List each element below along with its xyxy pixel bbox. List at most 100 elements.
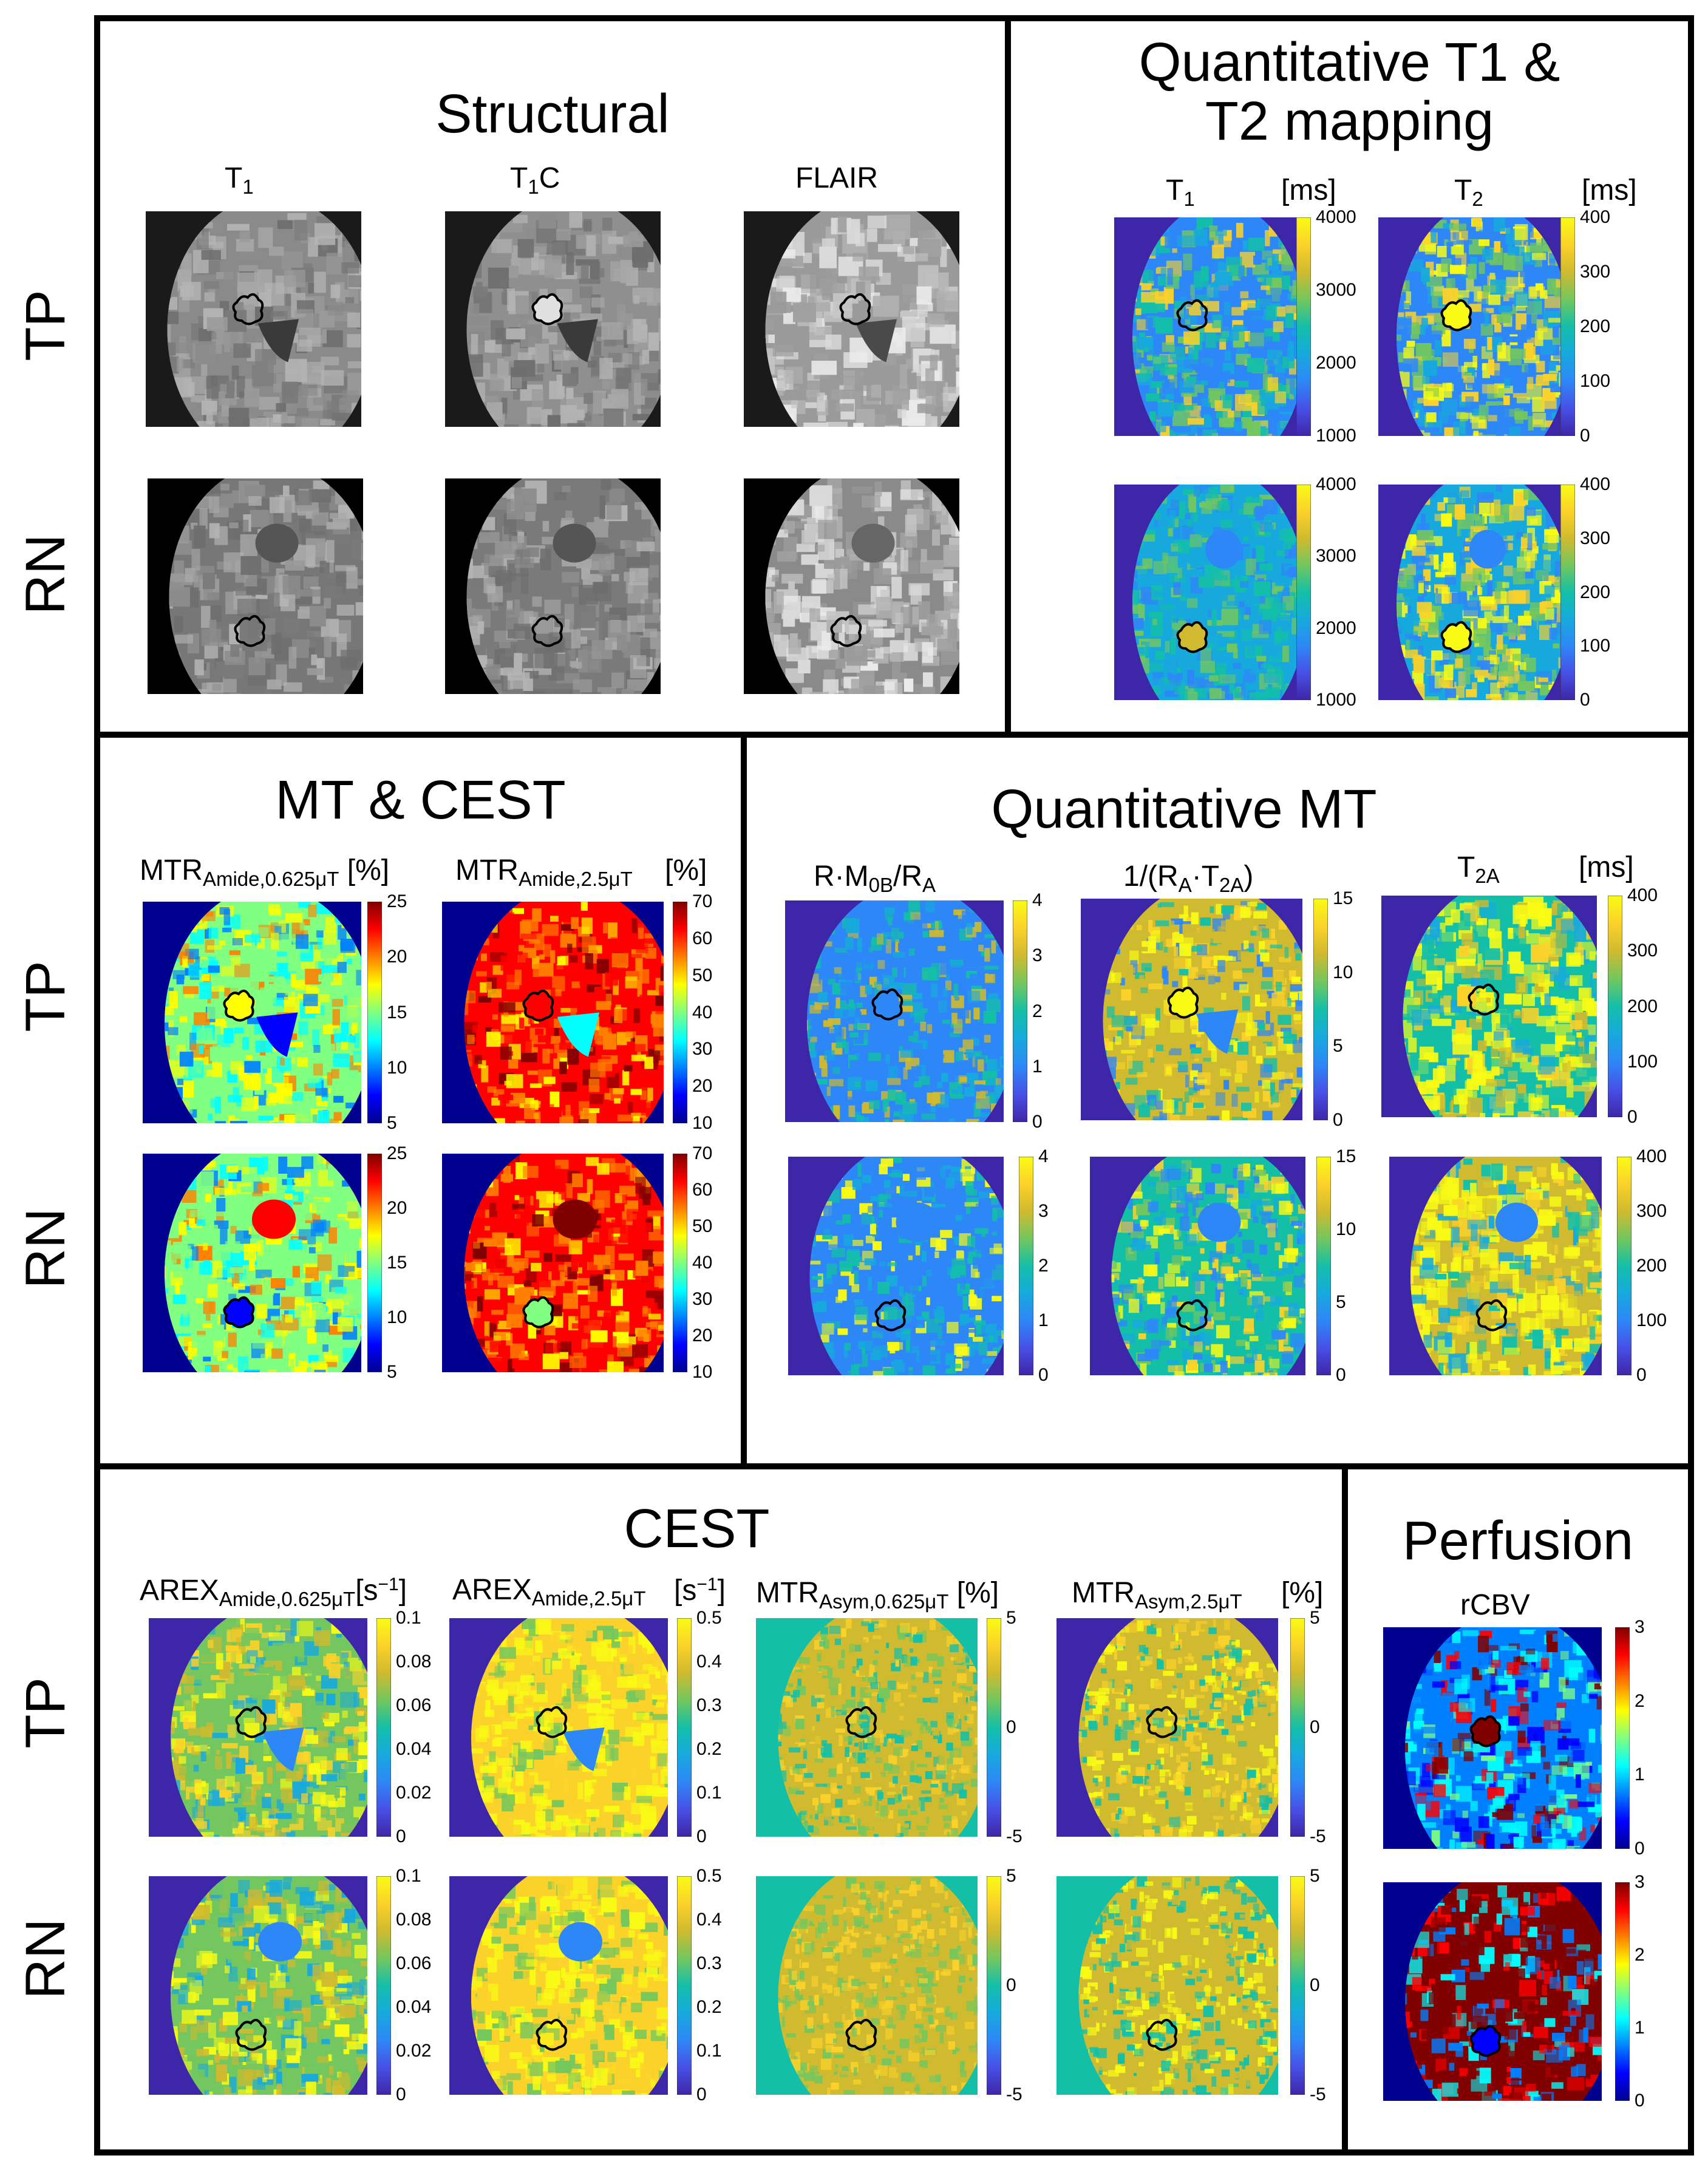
mtcest-b-unit: [%]: [665, 854, 707, 886]
colorbar-tick: 0.1: [696, 2041, 722, 2061]
colorbar-tick: 200: [1627, 996, 1658, 1016]
colorbar-tick: 0: [396, 1826, 406, 1846]
colorbar-tick: 2: [1635, 1690, 1645, 1711]
row-label-rn-1: RN: [15, 534, 77, 615]
cest-d-unit: [%]: [1281, 1577, 1324, 1609]
qmt-b-tp-colorbar: [1313, 898, 1329, 1121]
row-label-tp-3: TP: [15, 1677, 77, 1749]
colorbar-tick: 5: [1006, 1608, 1016, 1628]
colorbar-tick: 0.04: [396, 1739, 432, 1759]
cest-a-tp-colorbar: [376, 1618, 392, 1837]
mtcest-b-tp-map: [442, 902, 664, 1123]
colorbar-tick: 0.02: [396, 2041, 432, 2061]
cest-d-rn-map: [1056, 1876, 1278, 2095]
mtcest-b-label: MTRAmide,2.5μT: [455, 854, 633, 890]
qt-t1-rn-colorbar: [1296, 484, 1312, 701]
qmt-c-rn-colorbar: [1616, 1156, 1632, 1376]
colorbar-tick: 1000: [1316, 690, 1356, 710]
quant-t1-t2-title: Quantitative T1 & T2 mapping: [1138, 32, 1560, 152]
qt-t2-tp-colorbar: [1560, 217, 1576, 437]
colorbar-tick: 300: [1636, 1201, 1667, 1221]
cest-title: CEST: [624, 1499, 770, 1559]
colorbar-tick: 0.08: [396, 1910, 432, 1930]
colorbar-tick: 0: [1038, 1365, 1049, 1385]
colorbar-tick: 4: [1032, 890, 1043, 910]
colorbar-tick: 20: [387, 947, 407, 967]
cest-c-tp-colorbar: [986, 1618, 1002, 1837]
cest-a-label: AREXAmide,0.625μT[s−1]: [140, 1574, 407, 1610]
colorbar-tick: 300: [1580, 528, 1611, 548]
colorbar-tick: 300: [1627, 941, 1658, 961]
colorbar-tick: 3: [1635, 1872, 1645, 1892]
qt-t1-unit: [ms]: [1281, 174, 1336, 206]
perfusion-title: Perfusion: [1402, 1511, 1634, 1571]
colorbar-tick: 0.1: [696, 1783, 722, 1803]
structural-col-t1-label: T1: [225, 162, 254, 198]
qmt-c-rn-map: [1389, 1157, 1602, 1375]
colorbar-tick: 200: [1636, 1256, 1667, 1276]
colorbar-tick: 0: [1580, 426, 1590, 446]
structural-title: Structural: [435, 84, 670, 145]
cest-b-rn-colorbar: [676, 1876, 692, 2095]
qmt-b-label: 1/(RA·T2A): [1123, 860, 1254, 896]
cest-c-rn-colorbar: [986, 1876, 1002, 2095]
colorbar-tick: 30: [692, 1039, 713, 1060]
t1c-rn-map: [445, 478, 661, 694]
quant-mt-title: Quantitative MT: [991, 779, 1377, 840]
perfusion-tp-map: [1383, 1627, 1602, 1849]
colorbar-tick: 300: [1580, 262, 1611, 282]
structural-col-t1c-label: T1C: [510, 162, 560, 198]
colorbar-tick: 5: [1310, 1608, 1320, 1628]
row-label-tp-1: TP: [15, 290, 77, 361]
qt-t2-rn-map: [1378, 485, 1560, 700]
qt-t1-tp-map: [1114, 217, 1296, 436]
colorbar-tick: 5: [1333, 1036, 1343, 1056]
colorbar-tick: 15: [387, 1253, 407, 1273]
qt-t2-tp-map: [1378, 217, 1560, 436]
row-label-rn-3: RN: [15, 1918, 77, 1999]
cest-b-tp-map: [449, 1618, 668, 1837]
colorbar-tick: 2: [1032, 1001, 1043, 1021]
colorbar-tick: 2000: [1316, 618, 1356, 638]
colorbar-tick: 70: [692, 1143, 713, 1163]
colorbar-tick: 0: [1032, 1112, 1043, 1132]
mtcest-a-tp-map: [143, 902, 361, 1123]
colorbar-tick: 0.2: [696, 1739, 722, 1759]
perfusion-rn-colorbar: [1614, 1882, 1630, 2101]
colorbar-tick: 1000: [1316, 426, 1356, 446]
colorbar-tick: 0.06: [396, 1695, 432, 1715]
qmt-c-label: T2A: [1457, 851, 1500, 887]
qt-t1-rn-map: [1114, 485, 1296, 700]
qt-t1-label: T1: [1166, 174, 1195, 210]
colorbar-tick: 0: [696, 2084, 707, 2104]
colorbar-tick: 0.1: [396, 1608, 421, 1628]
colorbar-tick: 4: [1038, 1146, 1049, 1166]
colorbar-tick: 0.3: [696, 1695, 722, 1715]
colorbar-tick: 60: [692, 1180, 713, 1200]
colorbar-tick: 2: [1038, 1256, 1049, 1276]
colorbar-tick: 5: [1310, 1866, 1320, 1886]
cest-d-tp-colorbar: [1290, 1618, 1305, 1837]
colorbar-tick: 400: [1627, 885, 1658, 905]
colorbar-tick: 10: [692, 1362, 713, 1382]
colorbar-tick: 0.4: [696, 1910, 722, 1930]
colorbar-tick: 0: [1636, 1365, 1647, 1385]
colorbar-tick: 100: [1580, 371, 1611, 391]
colorbar-tick: 0: [1310, 1975, 1320, 1995]
colorbar-tick: 10: [692, 1113, 713, 1133]
colorbar-tick: 200: [1580, 316, 1611, 336]
colorbar-tick: 3000: [1316, 546, 1356, 567]
qt-t2-label: T2: [1454, 174, 1483, 210]
colorbar-tick: 200: [1580, 582, 1611, 602]
cest-c-rn-map: [756, 1876, 978, 2095]
colorbar-tick: 400: [1636, 1146, 1667, 1166]
colorbar-tick: 5: [387, 1362, 397, 1382]
colorbar-tick: 40: [692, 1253, 713, 1273]
colorbar-tick: 10: [1336, 1219, 1356, 1239]
qmt-b-rn-map: [1090, 1157, 1305, 1375]
colorbar-tick: 25: [387, 1143, 407, 1163]
colorbar-tick: 15: [387, 1002, 407, 1022]
cest-c-label: MTRAsym,0.625μT [%]: [756, 1577, 999, 1613]
colorbar-tick: 15: [1333, 888, 1353, 908]
t1-rn-map: [148, 478, 363, 694]
